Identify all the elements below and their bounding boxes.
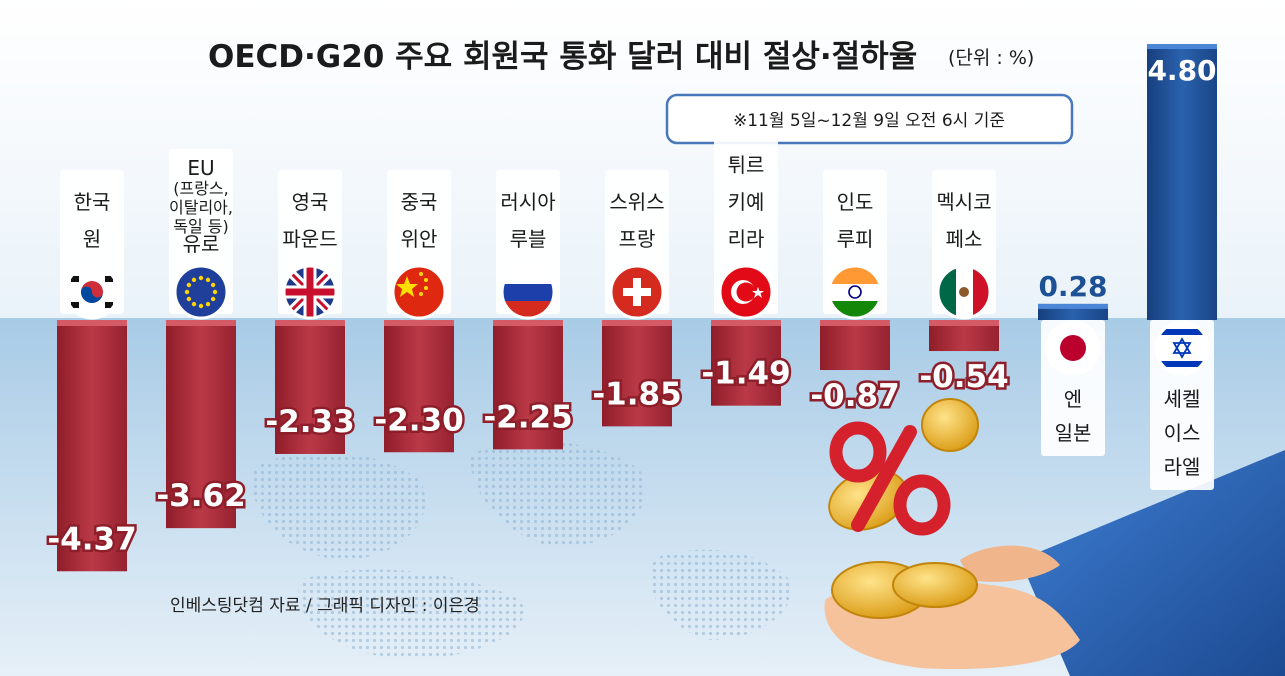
bar-top-edge (166, 320, 236, 326)
bar-top-edge (57, 320, 127, 326)
bar-negative (57, 320, 127, 572)
category-label-line: 프랑 (619, 227, 656, 251)
bar-negative (275, 320, 345, 454)
bar-top-edge (1038, 303, 1108, 309)
coin-icon (921, 398, 979, 452)
category-label-line: (프랑스, (173, 179, 229, 198)
eu-flag-icon (173, 264, 229, 320)
bar-positive (1147, 44, 1217, 320)
category-label-line: EU (187, 156, 214, 180)
sleeve-shape (1020, 450, 1285, 676)
value-label: 4.80 (1147, 54, 1216, 87)
chart-title: OECD·G20 주요 회원국 통화 달러 대비 절상·절하율 (208, 39, 917, 75)
coin-icon (892, 562, 978, 608)
category-label-line: 루블 (510, 227, 547, 251)
bar-group: EU(프랑스,이탈리아,독일 등)유로 -3.62 (154, 149, 248, 529)
category-label-line: 이스 (1164, 421, 1201, 445)
category-label-line: 멕시코 (936, 190, 991, 214)
category-label-line: 파운드 (282, 227, 337, 251)
category-label-line: 셰켈 (1164, 387, 1201, 411)
percent-sign-icon (829, 421, 951, 536)
value-label: -0.54 (919, 359, 1008, 395)
bar-group: 한국원 -4.37 (45, 170, 139, 572)
bar-top-edge (275, 320, 345, 326)
category-label-line: 원 (83, 227, 101, 251)
source-credit: 인베스팅닷컴 자료 / 그래픽 디자인 : 이은경 (170, 596, 480, 616)
mexico-flag-icon (936, 264, 992, 320)
value-label: -1.85 (592, 376, 681, 412)
category-label-line: 리라 (728, 227, 765, 251)
category-label-line: 엔 (1064, 387, 1082, 411)
category-label-line: 중국 (401, 190, 438, 214)
bar-top-edge (711, 320, 781, 326)
value-label: 0.28 (1038, 270, 1107, 303)
russia-flag-icon (500, 264, 556, 320)
turkey-flag-icon (718, 264, 774, 320)
bar-negative (820, 320, 890, 371)
bar-negative (711, 320, 781, 406)
thumb-shape (960, 545, 1060, 582)
india-flag-icon (827, 264, 883, 320)
category-label-line: 유로 (183, 232, 220, 256)
category-label-line: 키예 (728, 190, 765, 214)
bar-top-edge (929, 320, 999, 326)
category-label-line: 위안 (401, 227, 438, 251)
korea-flag-icon (64, 264, 120, 320)
bar-negative (166, 320, 236, 529)
category-label-line: 독일 등) (173, 217, 229, 236)
value-label: -3.62 (156, 478, 245, 514)
hand-illustration (824, 398, 1285, 676)
japan-flag-icon (1045, 320, 1101, 376)
date-note: ※11월 5일~12월 9일 오전 6시 기준 (733, 111, 1005, 131)
uk-flag-icon (282, 264, 338, 320)
bar-top-edge (384, 320, 454, 326)
value-label: -0.87 (810, 378, 899, 414)
category-label-line: 러시아 (500, 190, 555, 214)
category-label-line: 일본 (1055, 421, 1092, 445)
label-card (714, 133, 778, 314)
bar-top-edge (493, 320, 563, 326)
value-label: -2.33 (265, 404, 354, 440)
category-label-line: 이탈리아, (169, 198, 233, 217)
switzerland-flag-icon (609, 264, 665, 320)
category-label-line: 루피 (837, 227, 874, 251)
bar-negative (493, 320, 563, 450)
israel-flag-icon (1154, 320, 1210, 376)
category-label-line: 스위스 (609, 190, 664, 214)
bar-top-edge (602, 320, 672, 326)
category-label-line: 라엘 (1164, 455, 1201, 479)
bar-top-edge (1147, 44, 1217, 49)
category-label-line: 한국 (74, 190, 111, 214)
category-label-line: 페소 (946, 227, 983, 251)
bar-negative (384, 320, 454, 453)
value-label: -4.37 (47, 521, 136, 557)
value-label: -2.30 (374, 402, 463, 438)
category-label-line: 튀르 (728, 153, 765, 177)
value-label: -2.25 (483, 399, 572, 435)
category-label-line: 인도 (837, 190, 874, 214)
bar-negative (602, 320, 672, 427)
world-map-decoration (250, 440, 792, 660)
category-label-line: 영국 (292, 190, 329, 214)
unit-label: (단위 : %) (948, 47, 1034, 69)
value-label: -1.49 (701, 356, 790, 392)
bar-top-edge (820, 320, 890, 326)
china-flag-icon (391, 264, 447, 320)
note-box (665, 93, 1074, 145)
bar-group: 0.28 엔일본 (1038, 270, 1108, 456)
